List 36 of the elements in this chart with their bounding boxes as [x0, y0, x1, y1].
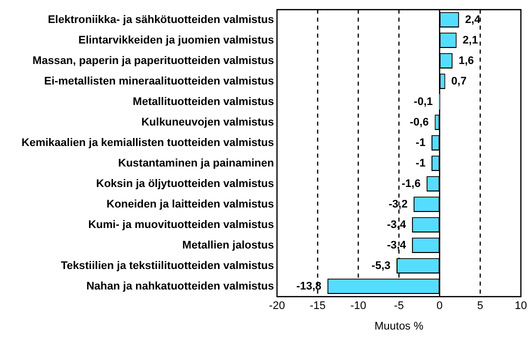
x-axis-title: Muutos % [374, 320, 424, 332]
x-tick-label: -15 [310, 300, 326, 312]
x-tick-label: 5 [477, 300, 484, 312]
x-tick-label: -10 [350, 300, 366, 312]
y-tick-label: Metallituotteiden valmistus [132, 96, 274, 108]
y-tick-label: Tekstiilien ja tekstiilituotteiden valmistus [60, 260, 274, 272]
data-label: -3,4 [386, 239, 407, 252]
data-label: -3,4 [386, 218, 407, 231]
y-tick-label: Elektroniikka- ja sähkötuotteiden valmistus [48, 14, 274, 26]
data-label: -0,1 [414, 96, 433, 108]
y-tick-label: Kumi- ja muovituotteiden valmistus [88, 218, 274, 231]
y-tick-label: Metallien jalostus [182, 239, 274, 252]
data-label: 2,4 [465, 14, 482, 26]
x-tick-label: -5 [394, 300, 404, 312]
data-label: -1 [416, 157, 426, 170]
data-label: -5,3 [372, 260, 390, 272]
x-tick-label: 10 [514, 300, 528, 312]
x-tick-label: 0 [436, 300, 443, 312]
y-tick-label: Koneiden ja laitteiden valmistus [106, 198, 274, 210]
y-tick-label: Kustantaminen ja painaminen [118, 157, 274, 170]
x-tick-label: -20 [269, 300, 285, 312]
y-tick-label: Massan, paperin ja paperituotteiden valmistus [32, 54, 274, 67]
y-tick-label: Kulkuneuvojen valmistus [141, 116, 274, 128]
data-label: 2,1 [462, 34, 478, 46]
y-tick-label: Nahan ja nahkatuotteiden valmistus [86, 280, 274, 292]
y-tick-label: Ei-metallisten mineraalituotteiden valmistus [44, 75, 274, 88]
data-label: -0,6 [410, 116, 429, 128]
y-tick-label: Kemikaalien ja kemiallisten tuotteiden valmistus [22, 136, 274, 149]
data-label: -13,8 [296, 280, 322, 292]
data-label: -3,2 [388, 198, 408, 210]
data-label: 0,7 [451, 75, 467, 88]
y-tick-label: Elintarvikkeiden ja juomien valmistus [78, 34, 274, 46]
data-label: 1,6 [458, 54, 474, 67]
data-label: -1,6 [402, 178, 421, 190]
data-label: -1 [416, 136, 426, 149]
y-tick-label: Koksin ja öljytuotteiden valmistus [96, 178, 274, 190]
